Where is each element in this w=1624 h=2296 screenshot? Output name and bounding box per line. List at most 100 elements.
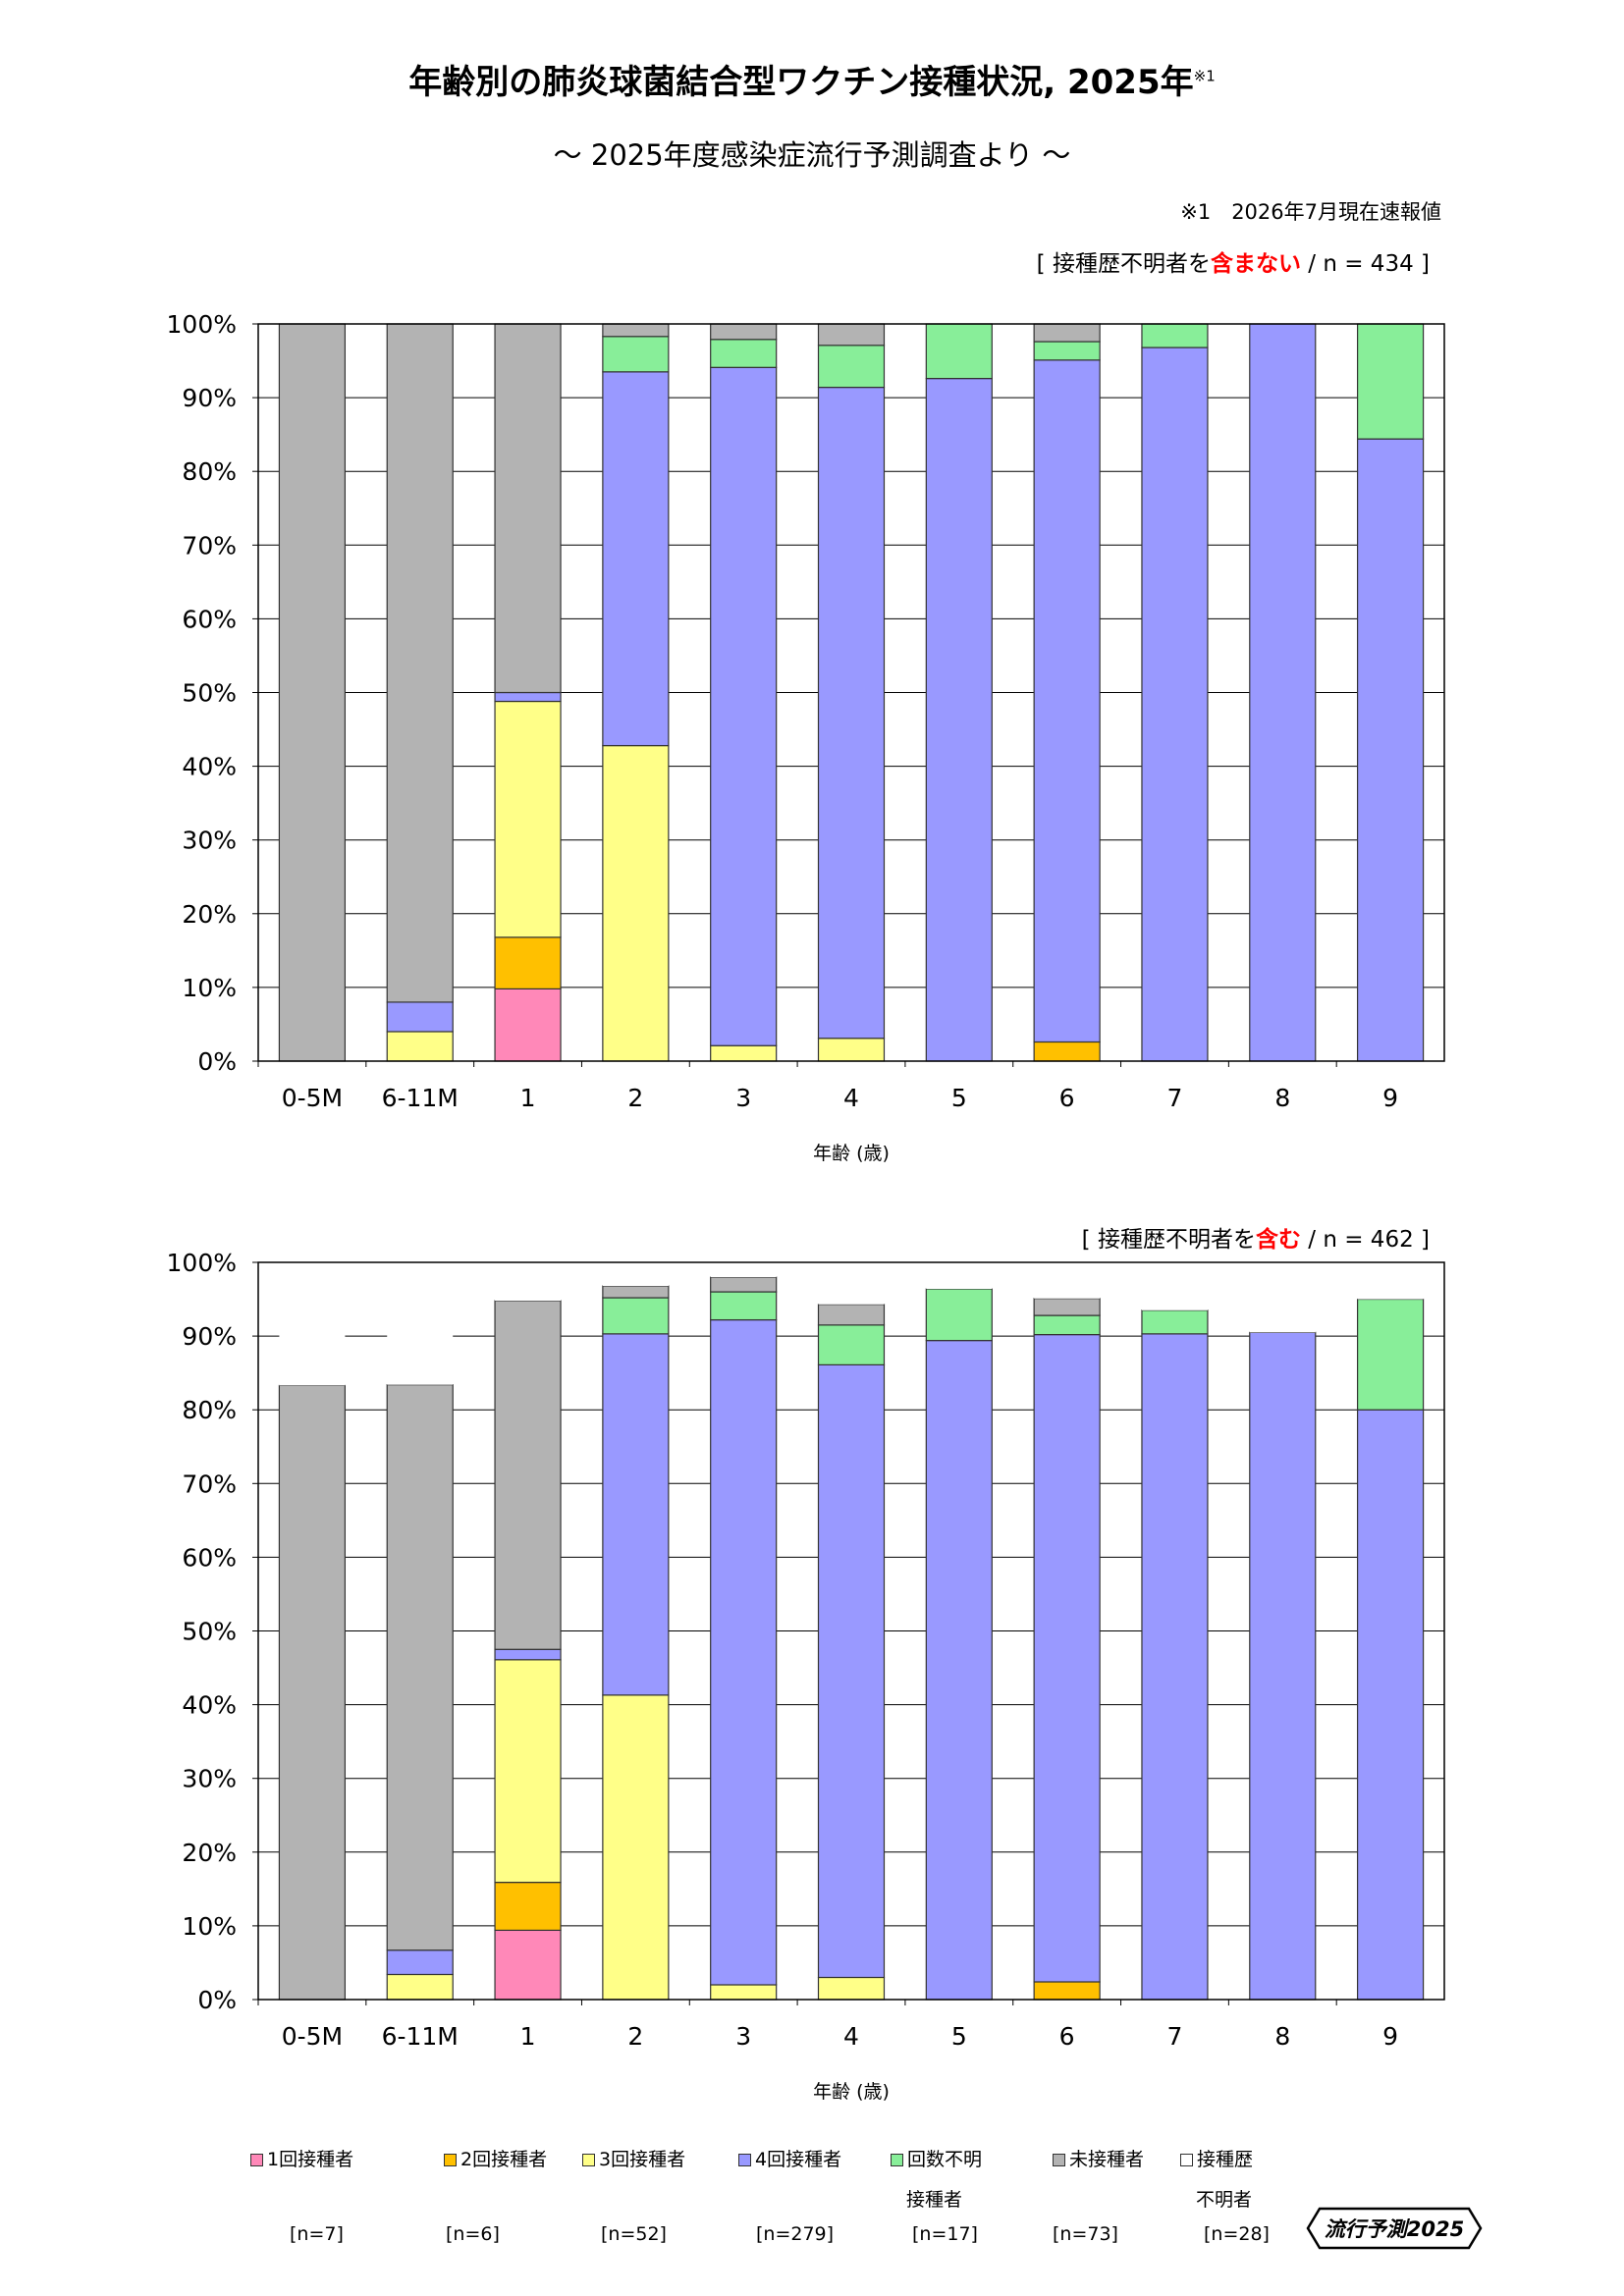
- x-tick-label: 8: [1274, 1084, 1290, 1112]
- legend-count: [n=279]: [756, 2223, 835, 2245]
- legend-label: 3回接種者: [599, 2149, 686, 2170]
- legend-count: [n=7]: [290, 2223, 344, 2245]
- bar-segment-1-7-5: [1033, 1298, 1101, 1316]
- bar-segment-1-5-2: [817, 1976, 886, 2001]
- bar-segment-1-5-6: [818, 1262, 885, 1305]
- chart-note: [ 接種歴不明者を含む / n = 462 ]: [1082, 1226, 1430, 1253]
- bar-segment-1-2-0: [494, 1929, 562, 2001]
- bar-segment-0-7-4: [1033, 341, 1101, 361]
- y-tick-label: 90%: [182, 1322, 237, 1351]
- chart-note-highlight: 含む: [1256, 1226, 1301, 1253]
- x-tick-label: 7: [1167, 1084, 1183, 1112]
- bar-segment-0-2-3: [494, 691, 562, 703]
- legend-item: 3回接種者: [582, 2145, 685, 2171]
- y-tick-label: 50%: [182, 679, 237, 708]
- plot-border: [257, 1261, 1445, 2001]
- y-tick-label: 20%: [182, 900, 237, 929]
- chart-note-highlight: 含まない: [1211, 250, 1301, 277]
- bar-segment-1-3-5: [602, 1285, 670, 1299]
- legend-item: 回数不明 接種者: [891, 2145, 982, 2212]
- bar-segment-0-4-4: [710, 339, 778, 368]
- bar-segment-0-5-3: [817, 386, 886, 1040]
- bar-segment-1-7-3: [1033, 1333, 1101, 1983]
- y-tick-label: 40%: [182, 1691, 237, 1720]
- bar-segment-0-7-1: [1033, 1041, 1101, 1062]
- x-tick-label: 5: [951, 2022, 967, 2051]
- bar-segment-0-7-5: [1033, 323, 1101, 343]
- y-tick-label: 0%: [197, 1047, 237, 1076]
- legend-item: 未接種者: [1053, 2145, 1144, 2171]
- legend-swatch: [738, 2154, 751, 2166]
- x-tick-label: 5: [951, 1084, 967, 1112]
- x-tick-label: 8: [1274, 2022, 1290, 2051]
- bar-segment-1-3-6: [602, 1262, 669, 1287]
- bar-segment-0-8-4: [1141, 323, 1209, 348]
- bar-segment-1-7-6: [1034, 1262, 1101, 1299]
- bar-segment-0-10-3: [1356, 438, 1425, 1062]
- bar-segment-0-1-2: [386, 1031, 454, 1062]
- bar-segment-1-10-6: [1357, 1262, 1424, 1300]
- bar-segment-1-3-2: [602, 1694, 670, 2001]
- page-subtitle: ～ 2025年度感染症流行予測調査より ～: [553, 138, 1071, 172]
- bar-segment-0-4-5: [710, 323, 778, 341]
- y-tick-label: 70%: [182, 531, 237, 560]
- bar-segment-0-8-3: [1141, 347, 1209, 1062]
- bar-segment-0-7-3: [1033, 359, 1101, 1043]
- y-tick-label: 20%: [182, 1839, 237, 1867]
- bar-segment-0-6-4: [925, 323, 993, 380]
- bar-segment-1-2-5: [494, 1300, 562, 1650]
- bar-segment-1-8-6: [1141, 1262, 1208, 1310]
- bar-segment-1-6-4: [925, 1288, 993, 1342]
- legend-item: 2回接種者: [444, 2145, 547, 2171]
- bar-segment-1-8-3: [1141, 1333, 1209, 2001]
- legend-count: [n=17]: [912, 2223, 978, 2245]
- legend-count: [n=73]: [1053, 2223, 1118, 2245]
- bar-segment-0-5-2: [817, 1038, 886, 1062]
- bar-segment-0-9-3: [1249, 323, 1317, 1062]
- y-tick-label: 0%: [197, 1986, 237, 2014]
- x-tick-label: 0-5M: [282, 2022, 343, 2051]
- bar-segment-0-4-2: [710, 1044, 778, 1062]
- y-tick-label: 60%: [182, 605, 237, 633]
- y-tick-label: 30%: [182, 827, 237, 855]
- legend-label: 接種歴: [1197, 2149, 1254, 2170]
- bar-segment-1-8-4: [1141, 1309, 1209, 1335]
- y-tick-label: 80%: [182, 1396, 237, 1424]
- x-tick-label: 3: [735, 1084, 751, 1112]
- bar-segment-1-1-3: [386, 1949, 454, 1976]
- bar-segment-0-4-3: [710, 366, 778, 1046]
- chart-excluding-unknown: [ 接種歴不明者を含まない / n = 434 ] 0% 10% 20% 30% 40% 5…: [167, 250, 1445, 1164]
- y-tick-label: 70%: [182, 1469, 237, 1498]
- chart-note-prefix: [ 接種歴不明者を: [1037, 251, 1211, 277]
- x-tick-label: 6: [1059, 2022, 1075, 2051]
- bar-segment-1-5-5: [817, 1304, 886, 1326]
- bar-segment-1-3-3: [602, 1333, 670, 1696]
- legend-count: [n=28]: [1204, 2223, 1270, 2245]
- logo-text: 流行予測2025: [1325, 2217, 1464, 2241]
- chart-note-suffix: / n = 462 ]: [1301, 1227, 1430, 1253]
- bar-segment-1-6-3: [925, 1340, 993, 2001]
- bar-segment-1-7-4: [1033, 1314, 1101, 1336]
- legend: 1回接種者 [n=7] 2回接種者 [n=6] 3回接種者 [n=52] 4回接種者 [n=2…: [0, 2145, 1624, 2263]
- legend-label: 4回接種者: [755, 2149, 842, 2170]
- bar-segment-0-5-5: [817, 323, 886, 347]
- bar-segment-0-3-3: [602, 371, 670, 747]
- bar-segment-0-3-2: [602, 744, 670, 1062]
- legend-swatch: [582, 2154, 595, 2166]
- bar-segment-1-4-4: [710, 1291, 778, 1321]
- bar-segment-0-1-5: [386, 323, 454, 1003]
- bar-segment-1-4-5: [710, 1276, 778, 1293]
- legend-item: 接種歴 不明者: [1180, 2145, 1253, 2212]
- footnote: ※1 2026年7月現在速報値: [1180, 200, 1441, 224]
- legend-swatch: [1053, 2154, 1065, 2166]
- x-tick-label: 9: [1382, 1084, 1398, 1112]
- y-tick-label: 60%: [182, 1543, 237, 1572]
- bar-segment-1-5-3: [817, 1363, 886, 1979]
- bar-segment-1-9-3: [1249, 1331, 1317, 2001]
- bar-segment-0-3-4: [602, 336, 670, 373]
- legend-label: 2回接種者: [460, 2149, 548, 2170]
- chart-note-suffix: / n = 434 ]: [1301, 251, 1430, 277]
- legend-label: 1回接種者: [267, 2149, 354, 2170]
- bar-segment-1-10-3: [1356, 1409, 1425, 2001]
- plot-border: [257, 323, 1445, 1062]
